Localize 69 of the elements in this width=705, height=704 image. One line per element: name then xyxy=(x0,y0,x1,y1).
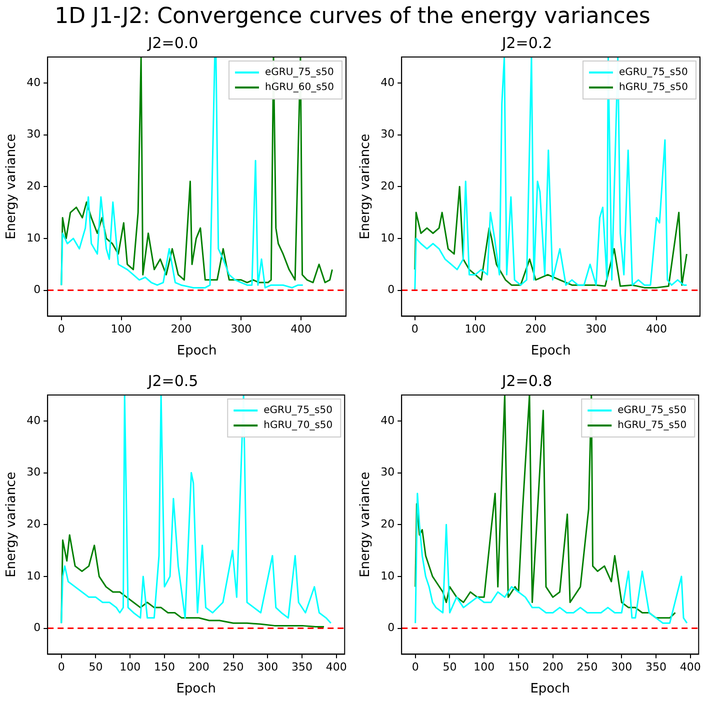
legend-label: eGRU_75_s50 xyxy=(618,405,686,416)
legend-label: eGRU_75_s50 xyxy=(264,67,334,78)
x-tick-label: 300 xyxy=(586,322,607,336)
x-tick-label: 200 xyxy=(542,660,564,674)
x-tick-label: 200 xyxy=(188,660,210,674)
chart-title: J2=0.8 xyxy=(500,372,552,390)
x-tick-label: 400 xyxy=(326,660,347,674)
y-tick-label: 40 xyxy=(380,76,395,89)
x-tick-label: 400 xyxy=(646,322,668,336)
x-tick-label: 50 xyxy=(88,660,103,674)
x-tick-label: 150 xyxy=(508,660,529,674)
x-tick-label: 50 xyxy=(442,660,457,674)
x-tick-label: 0 xyxy=(411,322,418,336)
x-axis-title: Epoch xyxy=(530,682,570,697)
y-tick-label: 20 xyxy=(26,517,41,530)
x-axis-title: Epoch xyxy=(176,344,217,359)
y-tick-label: 20 xyxy=(26,179,41,192)
x-tick-label: 200 xyxy=(170,322,192,336)
x-tick-label: 0 xyxy=(58,660,65,674)
x-tick-label: 350 xyxy=(292,660,313,674)
legend-label: hGRU_70_s50 xyxy=(264,420,333,432)
legend-label: eGRU_75_s50 xyxy=(618,67,688,78)
x-axis-title: Epoch xyxy=(530,344,571,359)
y-axis-title: Energy variance xyxy=(4,472,20,578)
y-axis-title: Energy variance xyxy=(358,134,374,240)
legend-label: hGRU_75_s50 xyxy=(618,82,688,94)
y-tick-label: 30 xyxy=(380,128,395,141)
y-tick-label: 10 xyxy=(26,569,41,582)
y-tick-label: 40 xyxy=(26,414,41,427)
x-tick-label: 0 xyxy=(412,660,419,674)
chart-title: J2=0.2 xyxy=(500,34,552,52)
y-tick-label: 20 xyxy=(380,179,395,192)
chart-title: J2=0.5 xyxy=(146,372,198,390)
y-tick-label: 20 xyxy=(380,517,395,530)
y-tick-label: 0 xyxy=(388,621,395,634)
x-tick-label: 100 xyxy=(464,322,486,336)
x-tick-label: 150 xyxy=(154,660,175,674)
x-tick-label: 300 xyxy=(611,660,632,674)
y-tick-label: 40 xyxy=(380,414,395,427)
y-axis-title: Energy variance xyxy=(358,472,374,578)
y-tick-label: 30 xyxy=(26,466,41,479)
text: 1D J1-J2: Convergence curves of the energy variances xyxy=(54,3,652,31)
x-tick-label: 100 xyxy=(474,660,495,674)
y-axis-title: Energy variance xyxy=(4,134,20,240)
chart-title: J2=0.0 xyxy=(146,34,198,52)
x-axis-title: Epoch xyxy=(176,682,216,697)
x-tick-label: 200 xyxy=(525,322,546,336)
legend-label: hGRU_60_s50 xyxy=(264,82,334,94)
y-tick-label: 10 xyxy=(380,569,395,582)
y-tick-label: 10 xyxy=(26,231,41,244)
y-tick-label: 0 xyxy=(34,621,41,634)
y-tick-label: 0 xyxy=(34,283,41,296)
y-tick-label: 10 xyxy=(380,231,395,244)
x-tick-label: 400 xyxy=(680,660,701,674)
y-tick-label: 0 xyxy=(388,283,395,296)
legend-label: hGRU_75_s50 xyxy=(618,420,687,432)
x-tick-label: 0 xyxy=(58,322,65,336)
x-tick-label: 400 xyxy=(290,322,312,336)
x-tick-label: 250 xyxy=(222,660,244,674)
x-tick-label: 300 xyxy=(257,660,278,674)
x-tick-label: 350 xyxy=(646,660,667,674)
x-tick-label: 250 xyxy=(576,660,598,674)
x-tick-label: 300 xyxy=(230,322,252,336)
x-tick-label: 100 xyxy=(110,322,132,336)
legend-label: eGRU_75_s50 xyxy=(264,405,332,416)
y-tick-label: 40 xyxy=(26,76,41,89)
y-tick-label: 30 xyxy=(26,128,41,141)
y-tick-label: 30 xyxy=(380,466,395,479)
x-tick-label: 100 xyxy=(120,660,141,674)
